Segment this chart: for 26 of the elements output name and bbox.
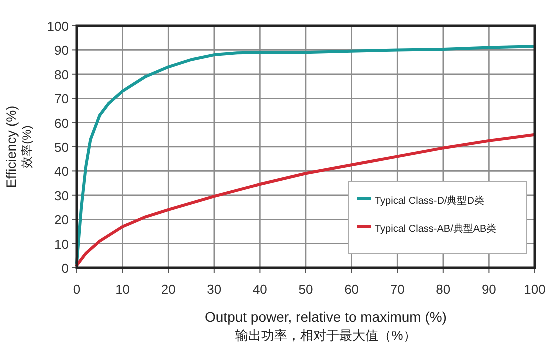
legend-label: Typical Class-AB/典型AB类 <box>375 223 497 235</box>
y-tick-label: 80 <box>54 67 69 82</box>
x-tick-label: 100 <box>524 282 546 297</box>
y-tick-label: 50 <box>54 140 69 155</box>
y-tick-label: 90 <box>54 43 69 58</box>
x-tick-label: 30 <box>207 282 222 297</box>
y-tick-label: 40 <box>54 164 69 180</box>
y-tick-label: 20 <box>54 212 69 228</box>
x-tick-label: 70 <box>390 282 405 297</box>
x-tick-label: 60 <box>344 282 360 297</box>
x-tick-label: 0 <box>73 282 81 297</box>
x-tick-label: 10 <box>116 282 130 297</box>
y-tick-label: 60 <box>54 116 69 131</box>
y-tick-label: 100 <box>47 19 69 34</box>
x-tick-label: 50 <box>298 282 314 297</box>
y-tick-label: 0 <box>62 261 69 276</box>
x-tick-label: 90 <box>482 282 496 297</box>
legend-label: Typical Class-D/典型D类 <box>375 195 484 207</box>
x-tick-label: 80 <box>436 282 451 297</box>
y-tick-label: 10 <box>54 236 69 252</box>
x-tick-label: 20 <box>161 282 176 297</box>
y-axis-title: Efficiency (%) 效率(%) <box>4 106 34 188</box>
x-tick-label: 40 <box>252 282 268 297</box>
y-tick-label: 70 <box>54 92 69 107</box>
y-tick-label: 30 <box>54 188 69 204</box>
x-axis-title: Output power, relative to maximum (%) 输出功率，相对于最大值（%） <box>205 309 447 343</box>
